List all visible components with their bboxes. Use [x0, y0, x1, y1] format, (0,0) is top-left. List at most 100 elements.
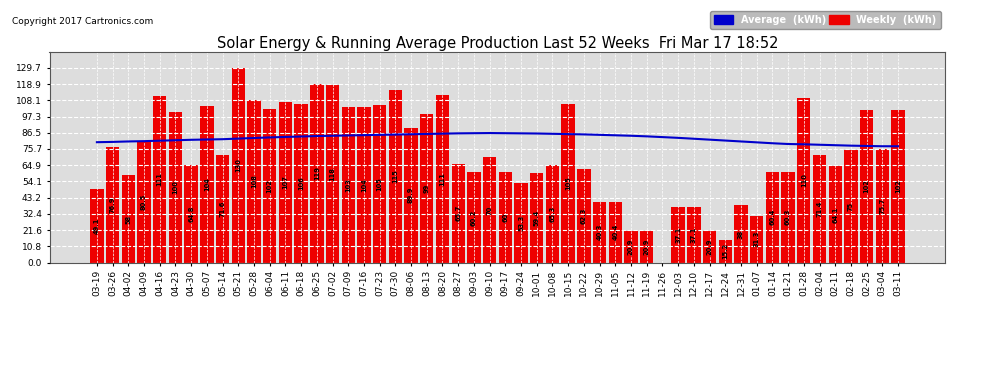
Text: 118: 118	[330, 167, 336, 181]
Text: 37.1: 37.1	[675, 226, 681, 243]
Bar	[876, 149, 889, 262]
Bar	[389, 90, 402, 262]
Legend: Average  (kWh), Weekly  (kWh): Average (kWh), Weekly (kWh)	[710, 11, 940, 29]
Bar	[860, 110, 873, 262]
Bar	[891, 110, 905, 262]
Text: 31.3: 31.3	[753, 231, 759, 247]
Bar	[499, 172, 512, 262]
Text: 110: 110	[801, 173, 807, 187]
Bar	[483, 158, 496, 262]
Text: 64.1: 64.1	[833, 206, 839, 223]
Text: 107: 107	[282, 176, 288, 189]
Text: 60: 60	[502, 213, 508, 222]
Bar	[593, 202, 606, 262]
Bar	[719, 240, 732, 262]
Bar	[326, 86, 340, 262]
Bar	[577, 169, 591, 262]
Bar	[232, 68, 245, 262]
Bar	[436, 95, 449, 262]
Text: 111: 111	[156, 172, 162, 186]
Text: 102: 102	[895, 180, 901, 194]
Text: 104: 104	[204, 177, 210, 191]
Bar	[467, 172, 480, 262]
Text: 59.4: 59.4	[534, 210, 540, 226]
Text: 115: 115	[392, 170, 398, 183]
Bar	[530, 173, 544, 262]
Text: 15.2: 15.2	[723, 243, 729, 259]
Bar	[122, 176, 135, 262]
Text: 76.9: 76.9	[110, 196, 116, 213]
Text: 102: 102	[863, 180, 869, 194]
Bar	[279, 102, 292, 262]
Text: 53.3: 53.3	[518, 214, 524, 231]
Bar	[263, 109, 276, 262]
Text: 102: 102	[266, 179, 272, 193]
Text: 37.1: 37.1	[691, 226, 697, 243]
Text: 20.9: 20.9	[628, 238, 634, 255]
Bar	[451, 164, 465, 262]
Bar	[106, 147, 119, 262]
Text: 58: 58	[126, 214, 132, 223]
Text: 100: 100	[172, 181, 178, 194]
Text: 65.7: 65.7	[455, 205, 461, 221]
Bar	[216, 155, 230, 262]
Bar	[404, 128, 418, 262]
Bar	[829, 166, 842, 262]
Bar	[248, 100, 260, 262]
Text: 130: 130	[236, 158, 242, 172]
Bar	[640, 231, 653, 262]
Text: 75: 75	[847, 202, 854, 211]
Bar	[342, 107, 355, 262]
Text: 40.4: 40.4	[612, 224, 619, 240]
Bar	[750, 216, 763, 262]
Text: 20.9: 20.9	[707, 238, 713, 255]
Title: Solar Energy & Running Average Production Last 52 Weeks  Fri Mar 17 18:52: Solar Energy & Running Average Productio…	[217, 36, 778, 51]
Text: 105: 105	[376, 177, 383, 191]
Bar	[90, 189, 104, 262]
Bar	[844, 150, 857, 262]
Bar	[545, 165, 559, 262]
Text: 60.4: 60.4	[769, 209, 775, 225]
Text: 106: 106	[298, 176, 304, 190]
Bar	[184, 165, 198, 262]
Bar	[168, 112, 182, 262]
Text: 80.5: 80.5	[141, 194, 148, 210]
Bar	[609, 202, 622, 262]
Text: 103: 103	[346, 178, 351, 192]
Bar	[357, 107, 370, 262]
Bar	[561, 104, 575, 262]
Text: 60.3: 60.3	[785, 209, 791, 225]
Bar	[671, 207, 685, 262]
Bar	[781, 172, 795, 262]
Text: 20.9: 20.9	[644, 238, 649, 255]
Bar	[200, 106, 214, 262]
Bar	[703, 231, 716, 262]
Text: 65.3: 65.3	[549, 206, 555, 222]
Text: 70: 70	[487, 206, 493, 214]
Text: 71.4: 71.4	[817, 201, 823, 217]
Bar	[420, 114, 434, 262]
Text: 108: 108	[251, 174, 257, 188]
Text: Copyright 2017 Cartronics.com: Copyright 2017 Cartronics.com	[12, 17, 153, 26]
Bar	[797, 98, 811, 262]
Text: 64.8: 64.8	[188, 206, 194, 222]
Text: 62.3: 62.3	[581, 208, 587, 224]
Text: 111: 111	[440, 172, 446, 186]
Text: 38: 38	[738, 230, 743, 238]
Text: 60.2: 60.2	[471, 209, 477, 226]
Text: 119: 119	[314, 166, 320, 180]
Bar	[515, 183, 528, 262]
Bar	[687, 207, 701, 262]
Bar	[294, 104, 308, 262]
Bar	[735, 206, 747, 262]
Bar	[138, 142, 150, 262]
Bar	[813, 156, 827, 262]
Text: 99: 99	[424, 184, 430, 193]
Bar	[310, 84, 324, 262]
Bar	[625, 231, 638, 262]
Bar	[373, 105, 386, 262]
Text: 71.6: 71.6	[220, 201, 226, 217]
Text: 104: 104	[361, 178, 367, 192]
Bar	[153, 96, 166, 262]
Text: 75.7: 75.7	[879, 198, 885, 214]
